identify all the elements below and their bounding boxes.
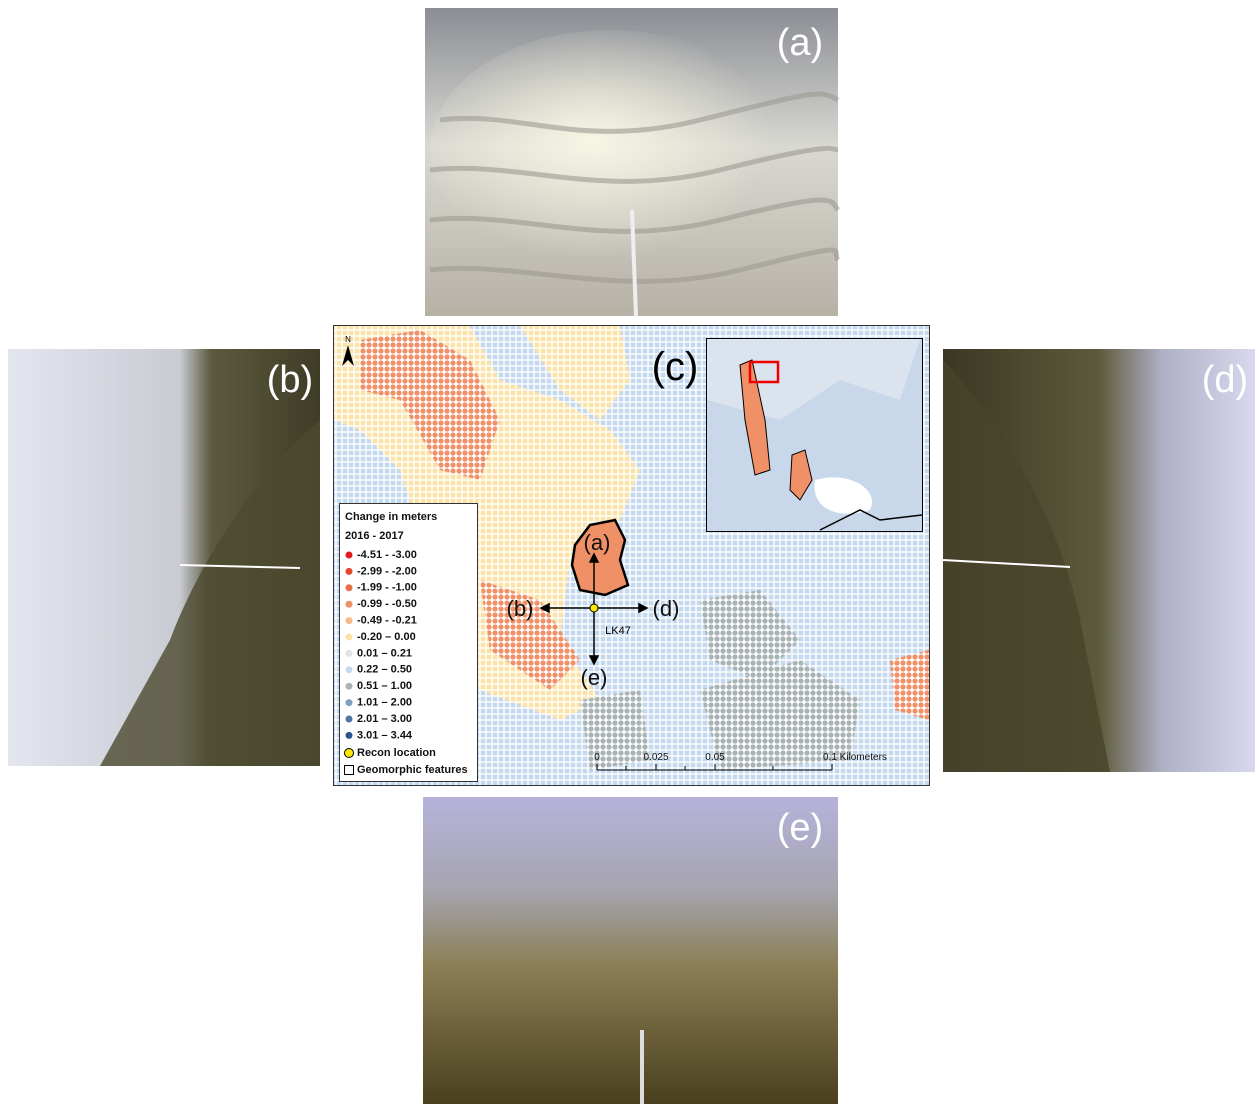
legend-label: 2.01 – 3.00	[357, 713, 412, 725]
north-label: N	[345, 335, 351, 344]
legend-label: 3.01 – 3.44	[357, 729, 413, 741]
panel-label: (c)	[652, 345, 699, 389]
panel-label: (a)	[777, 22, 823, 64]
photo-e: (e)	[423, 797, 838, 1104]
legend-label: -0.99 - -0.50	[357, 598, 417, 610]
legend-swatch	[345, 600, 353, 608]
scale-label: 0.05	[705, 752, 725, 763]
legend-label: Geomorphic features	[357, 764, 468, 776]
legend-swatch	[345, 731, 353, 739]
legend-label: -0.49 - -0.21	[357, 615, 417, 627]
north-arrow	[342, 345, 354, 366]
scale-label: 0	[594, 752, 600, 763]
legend-label: 0.22 – 0.50	[357, 664, 412, 676]
panel-label: (d)	[1202, 359, 1248, 401]
scale-label: 0.025	[643, 752, 668, 763]
legend-swatch	[345, 584, 353, 592]
inset-map	[706, 338, 923, 532]
panel-label: (b)	[267, 359, 313, 401]
legend-subtitle: 2016 - 2017	[345, 530, 404, 542]
legend-label: -0.20 – 0.00	[357, 631, 416, 643]
photo-a: (a)	[425, 8, 841, 317]
recon-swatch	[344, 748, 354, 758]
arrow-label: (b)	[507, 596, 534, 621]
legend-title: Change in meters	[345, 511, 437, 523]
map: (a) (b) (d) (e) LK47 N (c) 0 0.025 0.05 0.1…	[333, 325, 930, 786]
panel-label: (e)	[777, 807, 823, 849]
legend-label: Recon location	[357, 747, 436, 759]
legend-label: 0.01 – 0.21	[357, 647, 412, 659]
legend-label: -2.99 - -2.00	[357, 565, 417, 577]
photo-d: (d)	[942, 349, 1255, 772]
legend-label: 1.01 – 2.00	[357, 697, 412, 709]
legend-box	[339, 503, 478, 782]
photo-b: (b)	[8, 349, 320, 766]
legend-swatch	[345, 666, 353, 674]
legend-swatch	[345, 633, 353, 641]
scale-label: 0.1 Kilometers	[823, 752, 887, 763]
legend-label: -4.51 - -3.00	[357, 549, 417, 561]
legend-swatch	[345, 649, 353, 657]
arrow-label: (a)	[584, 530, 611, 555]
legend-swatch	[345, 551, 353, 559]
arrow-label: (e)	[581, 665, 608, 690]
legend-swatch	[345, 617, 353, 625]
legend-swatch	[345, 567, 353, 575]
legend-label: -1.99 - -1.00	[357, 582, 417, 594]
scale-bar	[596, 764, 833, 771]
site-label: LK47	[605, 625, 631, 637]
legend-swatch	[345, 699, 353, 707]
legend-swatch	[345, 715, 353, 723]
arrow-label: (d)	[653, 596, 680, 621]
legend-label: 0.51 – 1.00	[357, 680, 412, 692]
legend-swatch	[345, 682, 353, 690]
geomorphic-swatch	[344, 765, 354, 775]
